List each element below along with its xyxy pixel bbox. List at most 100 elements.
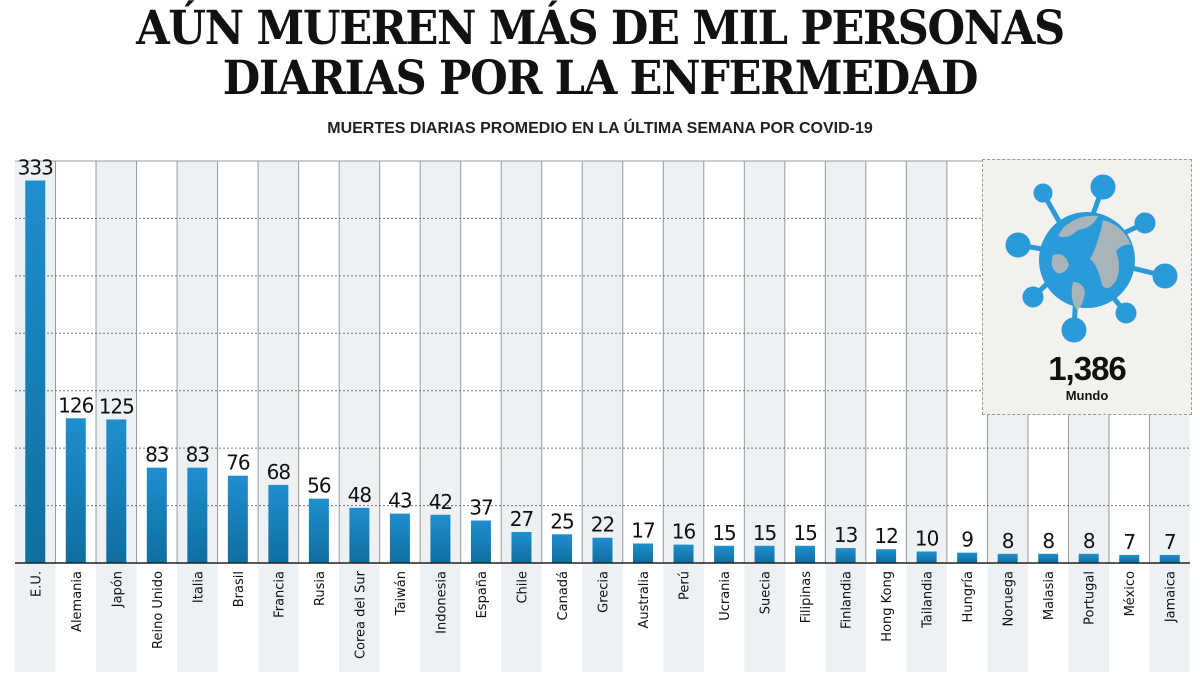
data-label: 7	[1123, 530, 1135, 554]
bar-Hong Kong	[876, 549, 897, 563]
bar-Noruega	[997, 553, 1018, 563]
column-shade	[420, 161, 461, 672]
world-total-label: Mundo	[1065, 388, 1109, 403]
column-shade	[96, 161, 137, 672]
column-shade	[339, 161, 380, 672]
chart-subtitle: MUERTES DIARIAS PROMEDIO EN LA ÚLTIMA SE…	[327, 120, 873, 137]
headline-line-2: DIARIAS POR LA ENFERMEDAD	[222, 51, 979, 106]
category-label: Perú	[678, 571, 693, 600]
category-label: Grecia	[597, 571, 612, 613]
column-shade	[258, 161, 299, 672]
category-label: Finlandia	[840, 571, 855, 629]
data-label: 27	[510, 507, 534, 531]
data-label: 15	[793, 521, 816, 545]
data-label: 83	[186, 443, 210, 467]
data-label: 7	[1164, 530, 1176, 554]
category-label: Corea del Sur	[353, 570, 368, 659]
category-label: Japón	[110, 571, 125, 608]
world-total-box: 1,386 Mundo	[982, 159, 1192, 415]
bar-Reino Unido	[146, 467, 167, 563]
bar-México	[1119, 554, 1140, 563]
category-label: Chile	[515, 571, 530, 604]
category-label: Canadá	[556, 571, 571, 620]
data-label: 8	[1002, 529, 1014, 553]
bar-Japón	[106, 419, 127, 563]
category-label: Australia	[637, 571, 652, 629]
bar-Alemania	[65, 418, 86, 563]
bar-Taiwán	[389, 513, 410, 563]
bar-Chile	[511, 531, 532, 563]
category-label: Francia	[272, 571, 287, 618]
data-label: 43	[388, 489, 412, 513]
category-label: España	[475, 571, 490, 618]
bar-Jamaica	[1159, 554, 1180, 563]
bar-Ucrania	[714, 545, 735, 563]
category-label: Rusia	[313, 571, 328, 606]
data-label: 126	[58, 393, 93, 417]
bar-Corea del Sur	[349, 507, 370, 563]
column-shade	[582, 161, 623, 672]
headline-line-1: AÚN MUEREN MÁS DE MIL PERSONAS	[136, 1, 1065, 56]
bar-Portugal	[1078, 553, 1099, 563]
data-label: 9	[961, 528, 973, 552]
column-shade	[177, 161, 218, 672]
category-label: México	[1123, 571, 1138, 616]
bar-Italia	[187, 467, 208, 563]
data-label: 22	[591, 513, 614, 537]
column-shade	[906, 161, 947, 672]
category-label: Noruega	[1002, 571, 1017, 626]
bar-Rusia	[308, 498, 329, 563]
data-label: 8	[1042, 529, 1054, 553]
category-label: Hong Kong	[880, 571, 895, 642]
data-label: 12	[874, 524, 897, 548]
data-label: 25	[550, 509, 573, 533]
data-label: 16	[672, 520, 696, 544]
data-label: 333	[18, 156, 53, 180]
data-label: 8	[1083, 529, 1095, 553]
data-label: 10	[915, 527, 939, 551]
bar-Filipinas	[795, 545, 816, 563]
category-label: Suecia	[759, 571, 774, 614]
bar-Grecia	[592, 537, 613, 563]
bar-Perú	[673, 544, 694, 563]
bar-E.U.	[25, 180, 46, 564]
data-label: 48	[348, 483, 372, 507]
bar-Malasia	[1038, 553, 1059, 563]
category-label: Alemania	[70, 571, 85, 632]
category-label: Reino Unido	[151, 571, 166, 649]
category-label: Italia	[191, 571, 206, 603]
category-label: Brasil	[232, 571, 247, 607]
data-label: 56	[307, 474, 331, 498]
category-label: Hungría	[961, 571, 976, 622]
bar-Tailandia	[916, 551, 937, 563]
data-label: 76	[226, 451, 250, 475]
category-label: E.U.	[29, 571, 44, 597]
bar-Finlandia	[835, 548, 856, 563]
bar-Francia	[268, 484, 289, 563]
data-label: 15	[753, 521, 776, 545]
data-label: 42	[429, 490, 452, 514]
column-shade	[744, 161, 785, 672]
bar-Brasil	[227, 475, 248, 563]
data-label: 13	[834, 523, 858, 547]
data-label: 15	[712, 521, 735, 545]
category-label: Jamaica	[1164, 571, 1179, 623]
data-label: 17	[631, 518, 655, 542]
data-label: 37	[469, 496, 493, 520]
category-label: Taiwán	[394, 571, 409, 616]
category-label: Ucrania	[718, 571, 733, 621]
world-total-value: 1,386	[1048, 350, 1127, 387]
data-label: 125	[99, 394, 134, 418]
category-label: Indonesia	[434, 571, 449, 634]
bar-España	[470, 520, 491, 563]
headline: AÚN MUEREN MÁS DE MIL PERSONAS DIARIAS P…	[48, 4, 1152, 104]
bar-Australia	[633, 543, 654, 563]
column-shade	[663, 161, 704, 672]
bar-Indonesia	[430, 514, 451, 563]
bar-Suecia	[754, 545, 775, 563]
bar-Canadá	[551, 534, 572, 563]
bar-Hungría	[957, 552, 978, 563]
column-shade	[501, 161, 542, 672]
data-label: 83	[145, 443, 169, 467]
